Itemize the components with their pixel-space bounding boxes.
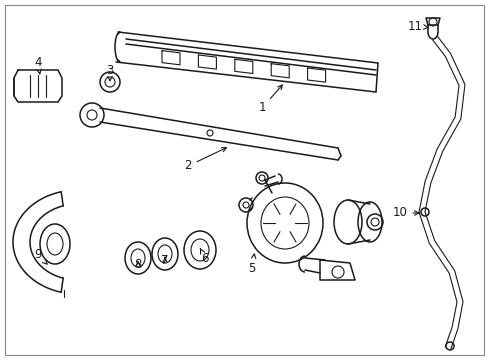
- Text: 6: 6: [200, 249, 208, 265]
- Text: 9: 9: [34, 248, 47, 264]
- Text: 2: 2: [184, 148, 226, 172]
- Text: 11: 11: [407, 19, 427, 32]
- Text: 3: 3: [106, 63, 113, 81]
- Text: 8: 8: [134, 258, 142, 271]
- Text: 1: 1: [258, 85, 282, 114]
- Text: 4: 4: [34, 57, 41, 74]
- Text: 7: 7: [161, 253, 168, 266]
- Text: 5: 5: [248, 254, 255, 274]
- Text: 10: 10: [392, 207, 418, 220]
